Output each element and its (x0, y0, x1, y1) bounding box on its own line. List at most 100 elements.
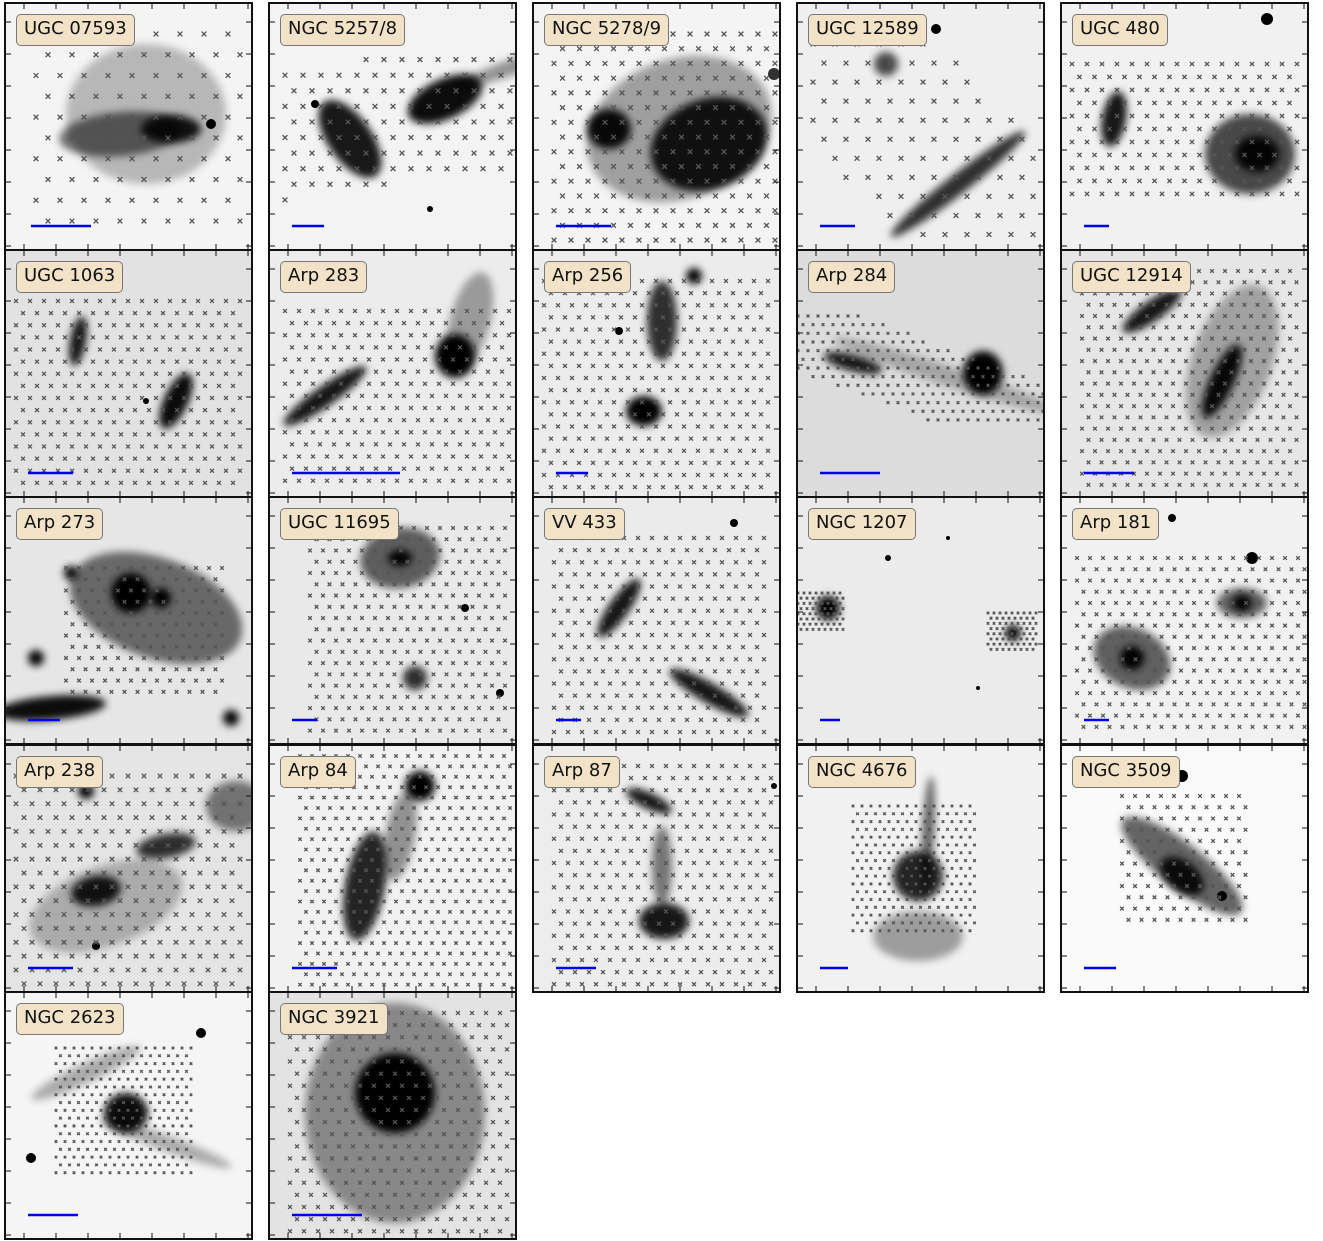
fiber-marker-icon (649, 812, 655, 817)
fiber-marker-icon (738, 207, 744, 214)
fiber-marker-icon (96, 667, 101, 672)
fiber-marker-icon (1125, 325, 1130, 330)
fiber-marker-icon (13, 298, 19, 304)
fiber-marker-icon (180, 1124, 184, 1128)
fiber-marker-icon (891, 392, 895, 396)
fiber-marker-icon (678, 104, 685, 111)
fiber-marker-icon (1210, 838, 1216, 844)
fiber-marker-icon (1274, 426, 1280, 431)
fiber-marker-icon (798, 591, 800, 595)
fiber-marker-icon (663, 608, 669, 614)
fiber-marker-icon (441, 920, 447, 925)
fiber-marker-icon (855, 843, 860, 847)
fiber-marker-icon (579, 681, 585, 686)
fiber-marker-icon (322, 1046, 328, 1052)
fiber-marker-icon (340, 649, 345, 655)
fiber-marker-icon (555, 375, 561, 381)
fiber-marker-icon (13, 884, 19, 890)
fiber-marker-icon (1217, 645, 1223, 651)
fiber-marker-icon (1087, 668, 1093, 673)
fiber-marker-icon (579, 909, 585, 914)
fiber-marker-icon (373, 393, 379, 399)
fiber-marker-icon (103, 1131, 108, 1136)
fiber-marker-icon (213, 135, 219, 141)
fiber-marker-icon (85, 898, 91, 904)
fiber-marker-icon (429, 417, 435, 423)
fiber-marker-icon (336, 103, 342, 110)
fiber-marker-icon (729, 134, 736, 140)
fiber-marker-icon (1217, 623, 1223, 628)
fiber-marker-icon (485, 393, 491, 399)
galaxy-image (534, 498, 779, 743)
fiber-marker-icon (480, 72, 486, 79)
fiber-marker-icon (541, 327, 547, 332)
fiber-marker-icon (418, 536, 423, 542)
fiber-marker-icon (709, 399, 715, 405)
fiber-marker-icon (93, 218, 99, 224)
fiber-marker-icon (992, 632, 996, 636)
fiber-marker-icon (625, 327, 631, 332)
fiber-marker-icon (698, 775, 704, 781)
fiber-marker-icon (387, 785, 393, 790)
fiber-marker-icon (94, 1054, 99, 1058)
fiber-marker-icon (607, 860, 613, 866)
fiber-marker-icon (1295, 623, 1301, 628)
fiber-marker-icon (363, 930, 369, 935)
fiber-marker-icon (730, 484, 736, 490)
fiber-marker-icon (1216, 370, 1221, 375)
fiber-marker-icon (906, 366, 910, 370)
fiber-marker-icon (1287, 426, 1293, 431)
fiber-marker-icon (1209, 358, 1215, 364)
fiber-marker-icon (489, 56, 495, 63)
fiber-marker-icon (670, 644, 676, 650)
fiber-marker-icon (502, 705, 508, 711)
fiber-marker-icon (57, 72, 63, 79)
fiber-marker-icon (649, 836, 655, 842)
fiber-marker-icon (62, 407, 68, 413)
fiber-marker-icon (117, 135, 123, 141)
fiber-marker-icon (1125, 370, 1130, 375)
fiber-marker-icon (118, 456, 124, 462)
fiber-marker-icon (1164, 325, 1169, 330)
fiber-marker-icon (1263, 589, 1268, 595)
fiber-marker-icon (660, 484, 666, 490)
fiber-marker-icon (1189, 139, 1195, 145)
fiber-marker-icon (1255, 325, 1260, 330)
fiber-marker-icon (733, 559, 739, 565)
fiber-marker-icon (69, 814, 75, 821)
fiber-marker-icon (1113, 578, 1119, 583)
fiber-marker-icon (417, 119, 423, 125)
fiber-marker-icon (471, 847, 477, 852)
fiber-marker-icon (1166, 74, 1173, 80)
fiber-marker-icon (76, 1147, 81, 1152)
fiber-marker-icon (189, 801, 195, 807)
fiber-marker-icon (394, 454, 400, 459)
fiber-marker-icon (444, 672, 449, 677)
fiber-marker-icon (81, 72, 87, 79)
fiber-marker-icon (726, 547, 732, 553)
fiber-marker-icon (1282, 600, 1288, 606)
fiber-marker-icon (104, 456, 110, 462)
fiber-marker-icon (1106, 74, 1113, 80)
fiber-marker-icon (619, 90, 625, 96)
fiber-marker-icon (1243, 850, 1248, 855)
fiber-marker-icon (755, 178, 761, 185)
fiber-marker-icon (413, 1010, 419, 1016)
fiber-marker-icon (189, 939, 195, 945)
fiber-marker-icon (366, 308, 372, 314)
fiber-marker-icon (1120, 589, 1125, 595)
fiber-marker-icon (399, 826, 405, 831)
fiber-marker-icon (614, 571, 620, 577)
fiber-marker-icon (1151, 74, 1158, 80)
fiber-marker-icon (149, 898, 155, 904)
fiber-marker-icon (477, 940, 483, 946)
fiber-marker-icon (559, 45, 566, 52)
fiber-marker-icon (372, 728, 378, 733)
fiber-marker-icon (1074, 645, 1080, 651)
fiber-marker-icon (181, 347, 187, 352)
fiber-marker-icon (1138, 437, 1143, 443)
fiber-marker-icon (320, 705, 326, 711)
fiber-marker-icon (856, 366, 860, 370)
fiber-marker-icon (221, 884, 227, 890)
fiber-marker-icon (1159, 589, 1164, 595)
